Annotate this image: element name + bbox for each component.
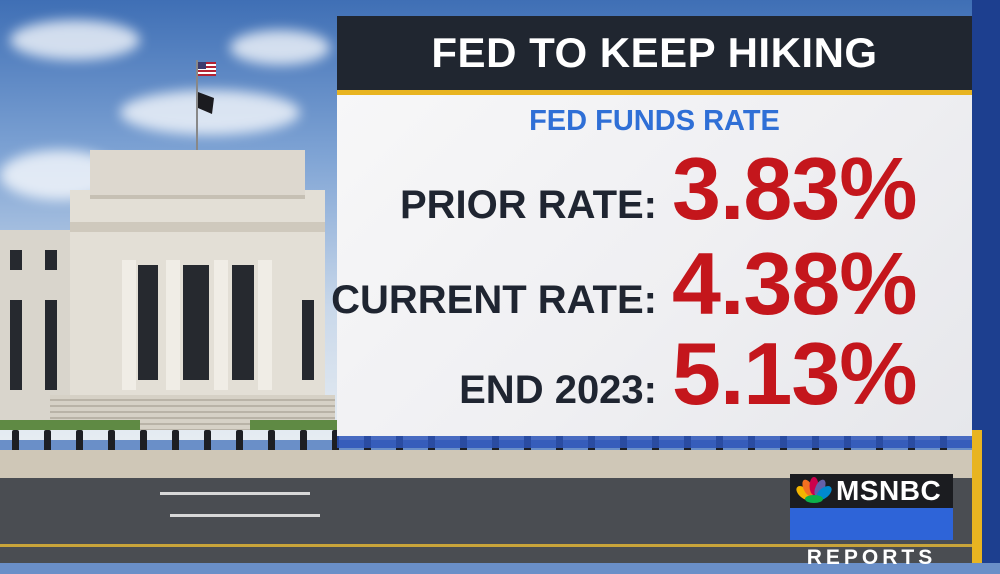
graphic-subtitle: FED FUNDS RATE	[529, 105, 780, 137]
lawn	[250, 420, 340, 430]
window	[302, 300, 314, 380]
sidewalk	[0, 450, 1000, 478]
bollard	[140, 430, 147, 452]
lawn	[0, 420, 140, 430]
rate-value: 4.38%	[672, 234, 918, 333]
lane-marking	[170, 514, 320, 517]
bollard	[300, 430, 307, 452]
graphic-title: FED TO KEEP HIKING	[431, 29, 878, 76]
window	[232, 265, 254, 380]
cloud	[230, 30, 330, 65]
window	[138, 265, 158, 380]
window	[183, 265, 209, 380]
bollard	[108, 430, 115, 452]
accent-bar	[337, 432, 972, 448]
rate-row-end-2023: END 2023: 5.13%	[337, 324, 972, 425]
column	[122, 260, 136, 390]
bollard	[44, 430, 51, 452]
column	[214, 260, 228, 390]
federal-reserve-building	[0, 150, 335, 430]
column	[166, 260, 180, 390]
rate-value: 5.13%	[672, 324, 918, 423]
window	[45, 300, 57, 390]
window	[45, 250, 57, 270]
bollard	[332, 430, 339, 452]
logo-bottom: REPORTS	[790, 508, 953, 569]
building-cornice	[70, 222, 325, 232]
bollard	[204, 430, 211, 452]
center-line	[0, 544, 1000, 547]
logo-top: MSNBC	[790, 474, 953, 508]
bollard	[76, 430, 83, 452]
column	[258, 260, 272, 390]
rate-label: PRIOR RATE:	[399, 183, 657, 227]
rate-label: CURRENT RATE:	[331, 278, 657, 322]
peacock-icon	[796, 477, 832, 503]
graphic-body: FED FUNDS RATE PRIOR RATE: 3.83% CURRENT…	[331, 95, 972, 436]
accent-stripe-gold	[972, 430, 982, 563]
lane-marking	[160, 492, 310, 495]
bollard	[268, 430, 275, 452]
us-flag-icon	[198, 62, 216, 76]
brand-name: MSNBC	[836, 475, 942, 506]
rate-value: 3.83%	[672, 139, 918, 238]
bollard	[172, 430, 179, 452]
bollard	[236, 430, 243, 452]
rate-label: END 2023:	[459, 368, 657, 412]
pow-flag-icon	[198, 92, 214, 114]
network-logo: MSNBC REPORTS	[790, 474, 953, 569]
building-attic	[90, 150, 305, 199]
title-bar: FED TO KEEP HIKING	[337, 16, 972, 90]
rate-row-current: CURRENT RATE: 4.38%	[331, 234, 972, 335]
bollard	[12, 430, 19, 452]
window	[10, 300, 22, 390]
rate-row-prior: PRIOR RATE: 3.83%	[337, 139, 972, 240]
window	[10, 250, 22, 270]
title-underline	[337, 90, 972, 95]
show-name: REPORTS	[806, 546, 937, 569]
graphic-panel: FED TO KEEP HIKING FED FUNDS RATE PRIOR …	[331, 16, 972, 436]
cloud	[10, 20, 140, 60]
flagpole	[196, 60, 198, 155]
